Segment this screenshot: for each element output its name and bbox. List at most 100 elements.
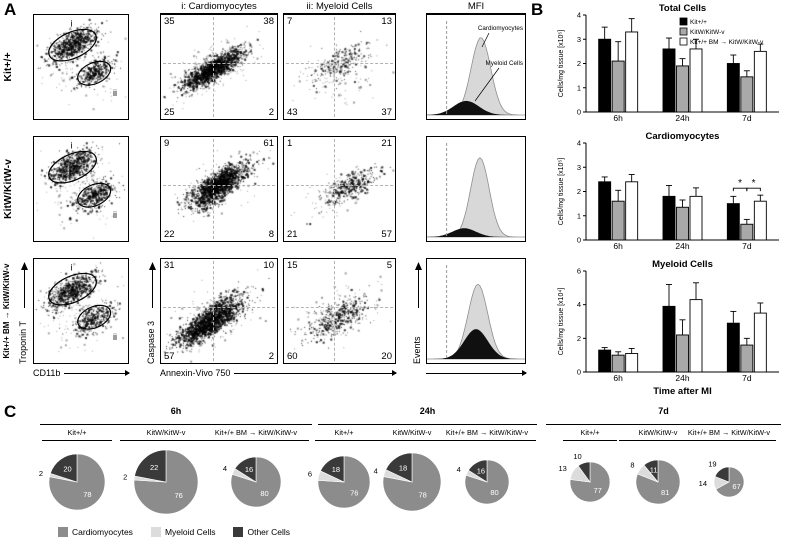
pie-value-myeloid: 6 (308, 469, 312, 478)
flow-plot-myeloid-row1: 1 21 21 57 (283, 136, 396, 242)
pie-chart: 671419 (690, 454, 768, 510)
pie-value-cardiomyocytes: 80 (260, 489, 268, 498)
quadrant-value-tl: 7 (287, 16, 292, 27)
row-genotype-label: Kit+/+ (2, 14, 14, 120)
significance-star: * (752, 178, 756, 189)
bar (677, 207, 689, 240)
y-axis-arrow-troponin (20, 262, 29, 308)
quadrant-value-br: 2 (269, 351, 274, 362)
x-axis-title: Time after MI (653, 386, 711, 397)
pie-value-cardiomyocytes: 67 (732, 482, 740, 491)
bar (727, 323, 739, 372)
quadrant-divider-horizontal (286, 307, 393, 308)
total-cells-svg: Total Cells Cells/mg tissue [x10⁵] 0 1 2 3 4 6h… (556, 2, 782, 126)
legend-item: Other Cells (233, 527, 290, 537)
legend-swatch (680, 18, 687, 25)
chart-title: Myeloid Cells (652, 259, 713, 270)
bar (626, 353, 638, 372)
pie-value-other: 20 (63, 464, 71, 473)
column-header-mfi: MFI (426, 1, 526, 14)
pie-value-cardiomyocytes: 76 (175, 491, 183, 500)
pie-value-cardiomyocytes: 78 (419, 491, 427, 500)
time-group-label: 24h (318, 406, 537, 416)
bar (626, 182, 638, 240)
bar (741, 77, 753, 112)
y-tick: 0 (577, 236, 581, 245)
y-tick: 2 (577, 187, 581, 196)
scatter-canvas (284, 137, 395, 241)
legend-swatch (58, 527, 68, 537)
bar (741, 224, 753, 240)
quadrant-divider-horizontal (163, 307, 275, 308)
time-group-line (40, 424, 312, 425)
legend-label: Other Cells (247, 527, 290, 537)
flow-plot-cardiomyocytes-row0: 35 38 25 2 (160, 14, 278, 120)
x-category: 24h (675, 373, 689, 383)
y-axis-label: Cells/mg tissue [x10⁴] (558, 288, 565, 356)
bar (690, 49, 702, 112)
y-tick: 3 (577, 35, 581, 44)
time-group-line (546, 424, 781, 425)
pie-genotype-label: Kit+/+ BM → KitW/KitW-v (659, 428, 785, 437)
flow-plot-gating-row0: i ii (33, 14, 129, 120)
flow-plot-cardiomyocytes-row1: 9 61 22 8 (160, 136, 278, 242)
pie-value-cardiomyocytes: 81 (661, 488, 669, 497)
bar (690, 196, 702, 240)
figure: A B C i: Cardiomyocytes ii: Myeloid Cell… (0, 0, 785, 548)
pie-value-myeloid: 4 (374, 466, 378, 475)
pie-value-myeloid: 2 (39, 469, 43, 478)
pie-value-cardiomyocytes: 78 (83, 490, 91, 499)
time-group-line (318, 424, 537, 425)
y-tick: 1 (577, 83, 581, 92)
gate-ii-label: ii (113, 210, 117, 220)
quadrant-value-bl: 21 (287, 229, 298, 240)
x-category: 7d (742, 113, 752, 123)
quadrant-value-bl: 43 (287, 107, 298, 118)
gate-ii-label: ii (113, 332, 117, 342)
legend-swatch (680, 38, 687, 45)
quadrant-value-br: 37 (381, 107, 392, 118)
bar (612, 201, 624, 240)
gate-ii-ellipse (74, 57, 114, 90)
x-category: 6h (613, 113, 623, 123)
quadrant-divider-vertical (334, 17, 335, 117)
quadrant-value-br: 2 (269, 107, 274, 118)
legend-item: Cardiomyocytes (58, 527, 133, 537)
y-tick: 4 (577, 11, 581, 20)
bar (677, 66, 689, 112)
row-genotype-label: KitW/KitW-v (2, 136, 14, 242)
x-axis-annexin-arrow (234, 373, 396, 374)
bar (727, 64, 739, 113)
column-header-cardiomyocytes: i: Cardiomyocytes (160, 1, 278, 14)
gate-i-ellipse (44, 23, 101, 67)
mfi-histogram-row0: Cardiomyocytes Myeloid Cells (426, 14, 526, 120)
x-category: 24h (675, 113, 689, 123)
legend-label: Cardiomyocytes (72, 527, 133, 537)
bar (599, 182, 611, 240)
y-tick: 2 (577, 59, 581, 68)
legend-item: Myeloid Cells (151, 527, 216, 537)
quadrant-divider-vertical (213, 17, 214, 117)
pie-chart: 80 4 16 (207, 444, 305, 520)
histogram-cardiomyocytes (427, 38, 525, 115)
flow-plot-gating-row1: i ii (33, 136, 129, 242)
bar (690, 300, 702, 372)
bar (626, 32, 638, 112)
pie-chart: 76222 (110, 437, 222, 527)
histogram-cardiomyocytes (427, 158, 525, 237)
bar (599, 39, 611, 112)
x-axis-annexin-label: Annexin-Vivo 750 (160, 368, 230, 378)
quadrant-value-tr: 38 (263, 16, 274, 27)
pie-value-myeloid: 14 (699, 479, 707, 488)
gate-i-ellipse (44, 145, 101, 189)
x-axis-cd11b: CD11b (33, 367, 129, 379)
flow-plot-gating-row2: i ii (33, 258, 129, 364)
y-tick: 4 (577, 300, 581, 309)
column-header-myeloid: ii: Myeloid Cells (283, 1, 396, 14)
legend-label: Kit+/+ BM → KitW/KitW-v (690, 39, 764, 46)
quadrant-divider-horizontal (163, 185, 275, 186)
bar (754, 51, 766, 112)
quadrant-divider-horizontal (163, 63, 275, 64)
quadrant-value-tr: 5 (387, 260, 392, 271)
quadrant-value-tl: 35 (164, 16, 175, 27)
